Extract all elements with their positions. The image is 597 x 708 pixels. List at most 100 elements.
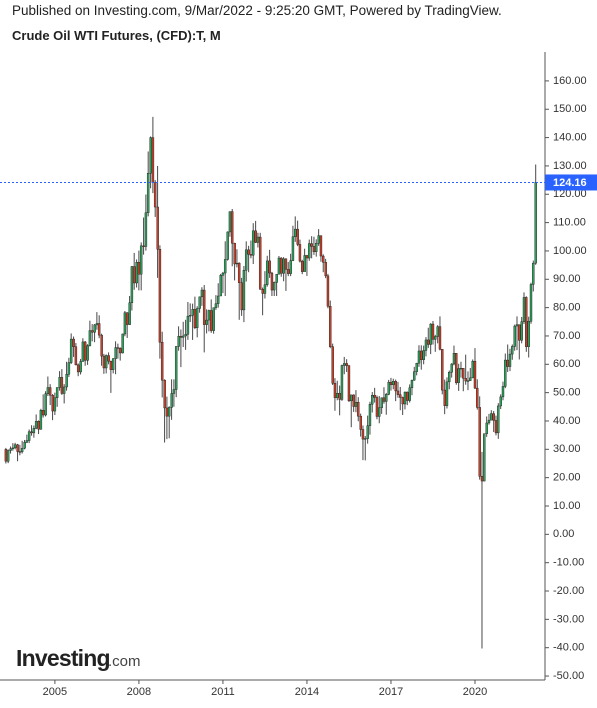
- candle-body: [354, 402, 358, 407]
- candle-body: [520, 321, 523, 341]
- candle-body: [450, 363, 453, 373]
- y-tick-label: 90.00: [553, 273, 581, 285]
- candle-body: [522, 297, 526, 322]
- y-tick-label: 110.00: [553, 217, 586, 229]
- candle-body: [380, 397, 383, 408]
- candle-body: [373, 394, 376, 398]
- candle-body: [279, 257, 283, 274]
- candle-body: [97, 323, 101, 336]
- y-tick-label: 60.00: [553, 358, 581, 370]
- candle-body: [48, 387, 52, 396]
- candle-body: [406, 391, 409, 401]
- candle-body: [392, 381, 395, 385]
- candle-body: [130, 266, 134, 304]
- candle-body: [251, 230, 255, 256]
- candle-body: [408, 387, 411, 401]
- candle-body: [90, 330, 94, 333]
- candle-body: [438, 326, 442, 350]
- candle-body: [270, 272, 274, 291]
- candle-body: [170, 393, 173, 408]
- y-tick-label: 80.00: [553, 302, 581, 314]
- candle-body: [366, 425, 369, 439]
- candle-body: [186, 315, 190, 335]
- x-tick-label: 2020: [463, 686, 487, 698]
- candle-body: [277, 257, 281, 275]
- x-tick-label: 2014: [295, 686, 319, 698]
- candle-body: [188, 315, 192, 317]
- candle-body: [156, 206, 159, 250]
- candle-body: [464, 377, 467, 382]
- y-tick-label: 70.00: [553, 330, 581, 342]
- candle-body: [114, 347, 117, 359]
- y-tick-label: 120.00: [553, 188, 587, 200]
- candle-body: [151, 137, 155, 183]
- candle-body: [282, 258, 285, 274]
- candle-body: [46, 387, 50, 394]
- x-tick-label: 2008: [127, 686, 151, 698]
- candle-body: [230, 211, 234, 244]
- candle-body: [457, 368, 460, 383]
- candle-body: [137, 262, 141, 275]
- candle-body: [104, 355, 108, 369]
- candle-body: [473, 360, 477, 389]
- candle-body: [20, 447, 24, 453]
- candle-body: [256, 236, 260, 243]
- candle-body: [504, 359, 507, 387]
- candle-body: [399, 394, 402, 398]
- candle-body: [429, 323, 432, 345]
- candle-body: [149, 137, 152, 174]
- candle-body: [193, 309, 197, 328]
- candle-body: [198, 296, 201, 309]
- candle-body: [209, 310, 213, 331]
- candle-body: [422, 350, 425, 360]
- candle-body: [93, 324, 96, 333]
- candle-body: [289, 260, 292, 274]
- candle-body: [321, 255, 325, 263]
- candle-body: [100, 334, 103, 357]
- candle-body: [490, 413, 493, 421]
- candle-body: [128, 302, 131, 325]
- candle-body: [455, 353, 458, 383]
- candle-body: [88, 330, 92, 346]
- candle-body: [459, 368, 463, 370]
- candle-body: [359, 415, 362, 430]
- candle-body: [177, 336, 180, 347]
- candle-body: [525, 297, 528, 347]
- candle-body: [160, 341, 164, 381]
- candle-body: [466, 380, 470, 382]
- candle-body: [27, 431, 31, 441]
- x-tick-label: 2005: [43, 686, 67, 698]
- candle-body: [436, 326, 439, 337]
- candle-body: [172, 389, 176, 394]
- candle-body: [314, 243, 318, 252]
- candle-body: [361, 429, 365, 440]
- price-label-box: [545, 174, 597, 191]
- y-tick-label: 30.00: [553, 443, 581, 455]
- candle-body: [226, 231, 229, 260]
- candle-body: [499, 396, 502, 407]
- header: Published on Investing.com, 9/Mar/2022 -…: [12, 3, 502, 18]
- candle-body: [445, 381, 449, 406]
- y-tick-label: 160.00: [553, 75, 587, 87]
- candle-body: [424, 339, 428, 351]
- candle-body: [296, 228, 299, 245]
- candle-body: [6, 450, 10, 462]
- chart-title: Crude Oil WTI Futures, (CFD):T, M: [12, 28, 221, 43]
- candle-body: [527, 321, 530, 347]
- candle-body: [268, 260, 271, 274]
- candle-body: [480, 476, 484, 482]
- candle-body: [219, 275, 222, 297]
- y-tick-label: 150.00: [553, 103, 587, 115]
- y-tick-label: 20.00: [553, 472, 581, 484]
- candle-body: [135, 262, 138, 284]
- candle-body: [79, 361, 82, 373]
- y-tick-label: 50.00: [553, 387, 581, 399]
- candle-body: [300, 260, 304, 272]
- candle-body: [469, 377, 472, 381]
- candle-body: [16, 444, 19, 452]
- y-tick-label: -30.00: [553, 613, 584, 625]
- candle-body: [476, 387, 479, 408]
- candle-body: [167, 407, 171, 417]
- candle-body: [74, 346, 78, 366]
- candle-body: [109, 360, 113, 370]
